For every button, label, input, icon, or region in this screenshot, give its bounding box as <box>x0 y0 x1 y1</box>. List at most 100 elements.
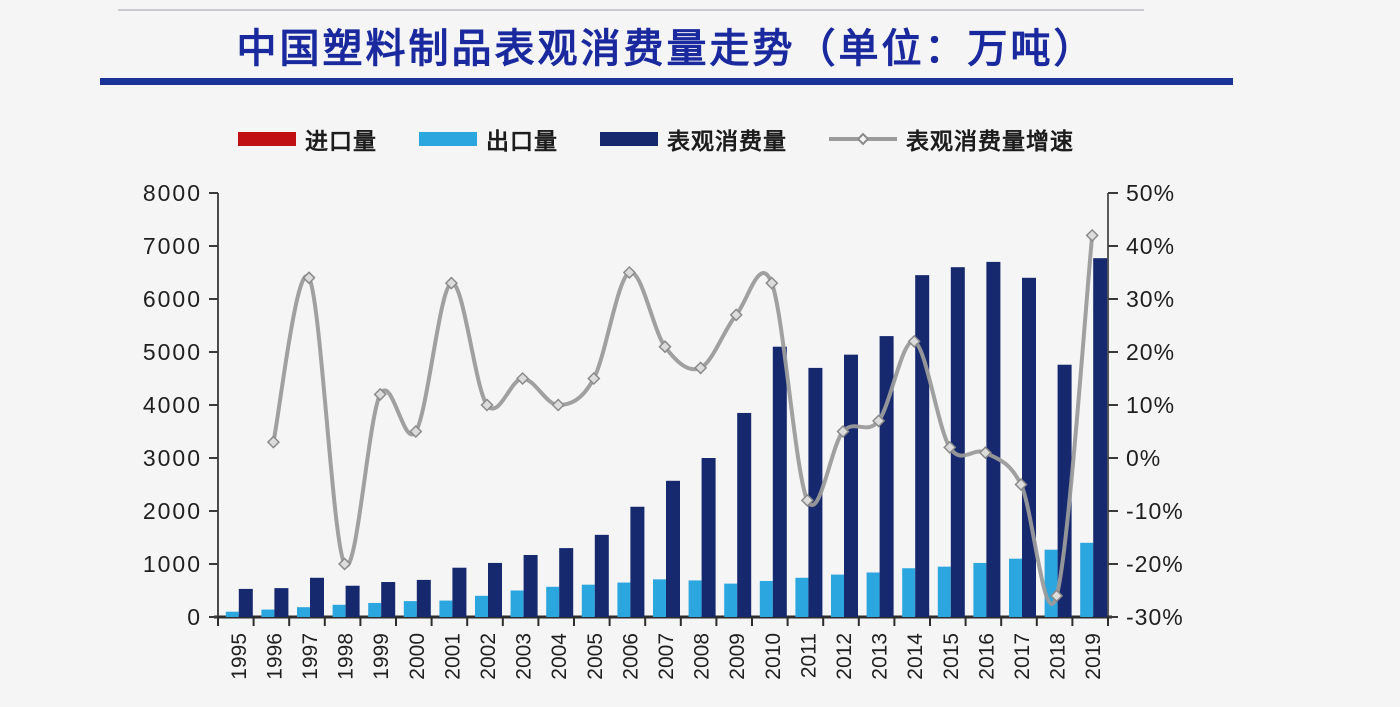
year-label: 2012 <box>833 633 856 680</box>
year-label: 2009 <box>726 633 749 680</box>
growth-rate-marker <box>480 398 494 412</box>
growth-rate-marker <box>729 308 743 322</box>
year-label: 2007 <box>655 633 678 680</box>
export-bar <box>546 586 560 617</box>
growth-rate-marker <box>694 361 708 375</box>
export-bar <box>297 607 310 617</box>
growth-rate-marker <box>516 371 530 386</box>
export-bar <box>1044 549 1058 617</box>
growth-rate-marker <box>338 557 352 571</box>
top-border-line <box>118 9 1144 11</box>
legend-label-imports: 进口量 <box>305 128 377 154</box>
growth-rate-marker <box>1014 477 1028 492</box>
export-bar <box>937 566 951 617</box>
chart-title: 中国塑料制品表观消费量走势（单位：万吨） <box>236 27 1097 71</box>
export-bar <box>403 601 417 617</box>
year-label: 1995 <box>228 633 251 680</box>
consumption-bar <box>381 582 396 617</box>
growth-rate-marker <box>266 435 280 449</box>
export-bar <box>902 568 916 617</box>
growth-rate-marker <box>444 276 458 290</box>
growth-rate-marker <box>1085 228 1099 242</box>
left-axis-label: 1000 <box>143 551 202 577</box>
legend-item-exports: 出口量 <box>419 122 558 156</box>
export-bar <box>368 602 382 617</box>
title-underline <box>100 78 1233 85</box>
export-bar <box>866 572 880 617</box>
export-bar <box>439 600 453 617</box>
year-label: 2018 <box>1047 633 1070 680</box>
growth-rate-marker <box>587 371 601 386</box>
year-label: 2019 <box>1082 633 1105 680</box>
consumption-bar <box>772 346 787 617</box>
export-bar <box>475 595 488 617</box>
export-bar <box>973 562 987 617</box>
growth-rate-marker <box>551 398 565 412</box>
growth-rate-marker <box>800 493 814 507</box>
year-label: 2014 <box>904 633 927 680</box>
diamond-marker-icon <box>856 132 870 146</box>
consumption-bar <box>274 588 289 617</box>
left-axis-label: 7000 <box>143 233 202 259</box>
consumption-bar <box>915 275 930 617</box>
growth-rate-marker <box>373 387 387 401</box>
year-label: 1998 <box>335 633 358 680</box>
year-label: 2005 <box>584 633 607 680</box>
export-bar <box>510 590 524 617</box>
consumption-bar <box>950 267 965 617</box>
year-label: 2010 <box>762 633 785 680</box>
export-bar <box>1080 542 1094 617</box>
consumption-bar <box>986 261 1001 617</box>
growth-rate-marker <box>658 340 672 354</box>
growth-rate-marker <box>409 424 423 439</box>
growth-rate-marker <box>978 446 992 460</box>
consumption-bar <box>559 548 574 617</box>
right-axis-label: 50% <box>1126 180 1175 206</box>
export-bar <box>724 583 738 617</box>
year-label: 2002 <box>477 633 500 680</box>
right-axis-label: -20% <box>1126 551 1184 577</box>
left-axis-label: 0 <box>187 604 202 630</box>
year-label: 2004 <box>548 633 571 680</box>
consumption-swatch <box>600 132 658 146</box>
right-axis-label: -30% <box>1126 604 1184 630</box>
export-bar <box>261 609 275 617</box>
year-label: 2000 <box>406 633 429 680</box>
right-axis-label: 20% <box>1126 339 1175 365</box>
growth-rate-marker <box>836 424 850 439</box>
right-axis-label: 0% <box>1126 445 1161 471</box>
consumption-bar <box>808 367 823 617</box>
year-label: 2011 <box>797 633 820 678</box>
year-label: 2017 <box>1011 633 1034 680</box>
consumption-bar <box>666 480 680 617</box>
export-bar <box>759 580 773 617</box>
legend-item-consumption: 表观消费量 <box>600 122 787 156</box>
export-bar <box>653 579 666 617</box>
consumption-bar <box>1093 258 1108 617</box>
year-label: 2015 <box>940 633 963 680</box>
left-axis-label: 5000 <box>143 339 202 365</box>
growth-rate-marker <box>1050 589 1064 603</box>
export-bar <box>581 584 595 617</box>
year-label: 2013 <box>869 633 892 680</box>
consumption-bar <box>701 458 716 617</box>
right-axis-label: 30% <box>1126 286 1175 312</box>
imports-swatch <box>238 132 296 146</box>
growth-rate-line <box>271 235 1095 606</box>
export-bar <box>617 582 631 617</box>
left-axis-label: 2000 <box>143 498 202 524</box>
consumption-bar <box>345 585 360 617</box>
left-axis-label: 3000 <box>143 445 202 471</box>
year-label: 2001 <box>441 633 464 680</box>
export-bar <box>332 604 346 617</box>
legend: 进口量 出口量 表观消费量 表观消费量增速 <box>238 124 1074 154</box>
consumption-bar <box>1057 364 1072 617</box>
consumption-bar <box>452 567 467 617</box>
consumption-bar <box>594 534 609 617</box>
exports-swatch <box>419 132 477 146</box>
year-label: 1997 <box>299 633 322 680</box>
year-label: 2003 <box>513 633 536 680</box>
right-axis-label: 10% <box>1126 392 1175 418</box>
